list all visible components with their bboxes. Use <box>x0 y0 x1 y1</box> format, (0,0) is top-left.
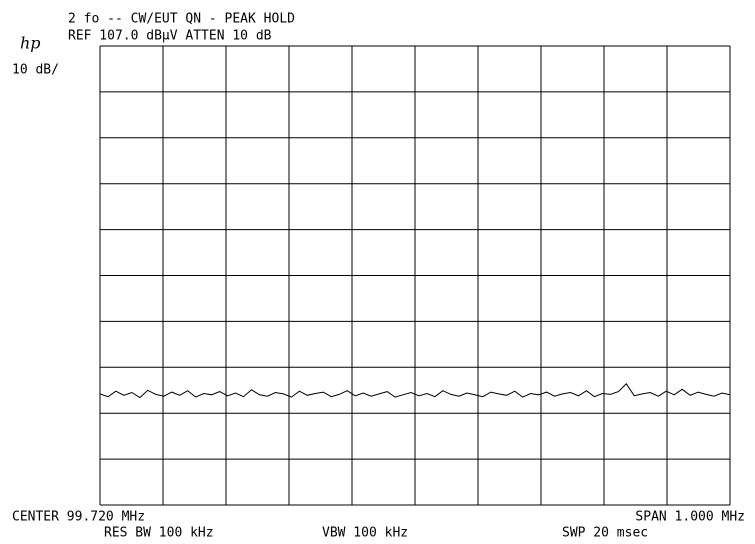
rbw-label: RES BW 100 kHz <box>104 526 214 541</box>
sweep-label: SWP 20 msec <box>562 526 648 541</box>
vbw-label: VBW 100 kHz <box>322 526 408 541</box>
span-label: SPAN 1.000 MHz <box>635 510 745 525</box>
logo: hp <box>20 34 41 53</box>
chart-subtitle: REF 107.0 dBµV ATTEN 10 dB <box>68 29 272 44</box>
chart-title: 2 fo -- CW/EUT QN - PEAK HOLD <box>68 12 295 27</box>
trace <box>99 383 731 399</box>
center-label: CENTER 99.720 MHz <box>12 510 145 525</box>
scale-label: 10 dB/ <box>12 63 59 78</box>
